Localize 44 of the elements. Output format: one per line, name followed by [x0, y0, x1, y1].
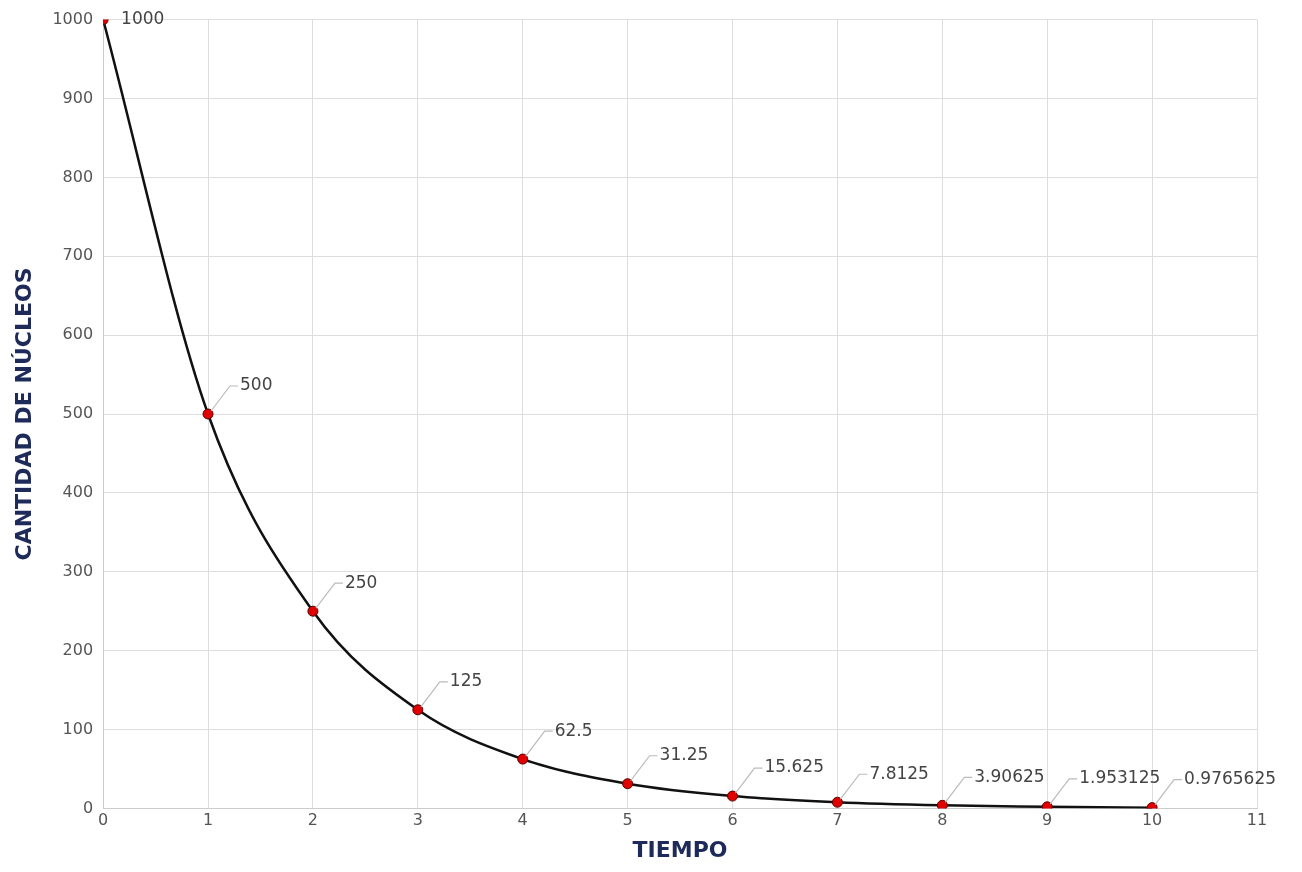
- point: [831, 796, 843, 808]
- x-tick-label: 10: [1141, 810, 1163, 830]
- data-label: 125: [449, 670, 483, 691]
- y-tick-label: 400: [62, 482, 94, 502]
- y-tick-label: 200: [62, 639, 94, 659]
- y-tick-label: 1000: [52, 8, 94, 28]
- y-axis-title: CANTIDAD DE NÚCLEOS: [10, 267, 36, 561]
- x-tick-label: 8: [937, 810, 948, 830]
- x-axis-title: TIEMPO: [632, 836, 728, 862]
- point: [307, 605, 319, 617]
- data-label: 1000: [121, 8, 165, 29]
- data-label: 3.90625: [974, 765, 1045, 786]
- point: [622, 778, 634, 790]
- data-label: 15.625: [764, 756, 824, 777]
- y-tick-label: 800: [62, 166, 94, 186]
- x-tick-label: 3: [412, 810, 423, 830]
- x-tick-label: 0: [98, 810, 109, 830]
- x-tick-label: 7: [832, 810, 843, 830]
- data-label: 0.9765625: [1184, 768, 1277, 789]
- x-tick-label: 5: [622, 810, 633, 830]
- data-label: 250: [344, 571, 378, 592]
- point: [202, 408, 214, 420]
- y-tick-label: 500: [62, 403, 94, 423]
- x-tick-label: 11: [1246, 810, 1268, 830]
- x-tick-label: 4: [517, 810, 528, 830]
- y-tick-label: 100: [62, 718, 94, 738]
- x-tick-label: 2: [307, 810, 319, 830]
- y-tick-label: 600: [62, 324, 94, 344]
- y-tick-label: 300: [62, 560, 94, 580]
- point: [727, 790, 739, 802]
- point: [936, 799, 948, 809]
- y-tick-label: 900: [62, 87, 94, 107]
- data-label: 62.5: [554, 719, 593, 740]
- point: [412, 704, 424, 716]
- data-label: 31.25: [659, 744, 709, 765]
- point: [517, 753, 529, 765]
- x-tick-label: 6: [727, 810, 738, 830]
- data-label: 500: [240, 374, 273, 395]
- data-label: 7.8125: [869, 762, 929, 783]
- data-label: 1.953125: [1079, 767, 1161, 788]
- x-tick-label: 9: [1042, 810, 1053, 830]
- y-tick-label: 700: [62, 245, 94, 265]
- x-tick-label: 1: [202, 810, 214, 830]
- y-tick-label: 0: [82, 797, 94, 817]
